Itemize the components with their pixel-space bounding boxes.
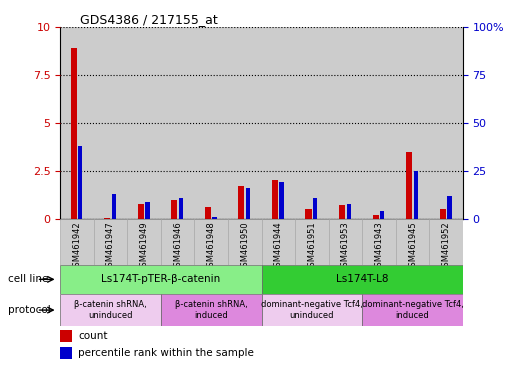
Bar [347,204,351,219]
Bar [60,330,72,342]
Bar [71,48,76,219]
Bar [60,347,72,359]
Bar [279,182,284,219]
Bar [328,219,362,265]
Text: count: count [78,331,108,341]
Text: GSM461947: GSM461947 [106,221,115,272]
Text: GSM461948: GSM461948 [207,221,215,272]
Bar [362,219,396,265]
Bar [339,205,345,219]
Bar [228,219,262,265]
Bar [429,219,463,265]
Bar [396,219,429,265]
Bar [440,209,446,219]
Bar [272,180,278,219]
Bar [295,219,328,265]
Bar [205,207,211,219]
Bar [145,202,150,219]
Text: GSM461944: GSM461944 [274,221,283,272]
Bar [414,171,418,219]
Bar [228,27,262,219]
Text: GSM461943: GSM461943 [374,221,383,272]
Bar [212,217,217,219]
Bar [94,27,127,219]
Text: Ls174T-pTER-β-catenin: Ls174T-pTER-β-catenin [101,274,221,285]
Text: percentile rank within the sample: percentile rank within the sample [78,348,254,358]
Bar [161,219,195,265]
Bar [262,265,463,294]
Text: cell line: cell line [8,274,48,285]
Text: GSM461951: GSM461951 [308,221,316,272]
Bar [238,186,244,219]
Bar [262,294,362,326]
Text: Ls174T-L8: Ls174T-L8 [336,274,389,285]
Bar [138,204,144,219]
Text: GSM461945: GSM461945 [408,221,417,272]
Bar [179,198,183,219]
Bar [161,27,195,219]
Bar [78,146,83,219]
Bar [60,27,94,219]
Bar [127,27,161,219]
Bar [161,294,262,326]
Bar [94,219,127,265]
Bar [328,27,362,219]
Text: β-catenin shRNA,
uninduced: β-catenin shRNA, uninduced [74,300,147,320]
Text: GDS4386 / 217155_at: GDS4386 / 217155_at [81,13,218,26]
Bar [104,218,110,219]
Bar [195,27,228,219]
Text: GSM461950: GSM461950 [240,221,249,272]
Bar [429,27,463,219]
Bar [171,200,177,219]
Bar [380,211,384,219]
Bar [127,219,161,265]
Bar [262,27,295,219]
Bar [111,194,116,219]
Text: dominant-negative Tcf4,
uninduced: dominant-negative Tcf4, uninduced [261,300,363,320]
Text: GSM461946: GSM461946 [173,221,182,272]
Bar [372,215,379,219]
Bar [305,209,312,219]
Bar [195,219,228,265]
Bar [362,294,463,326]
Text: protocol: protocol [8,305,51,315]
Bar [447,196,452,219]
Text: GSM461949: GSM461949 [140,221,149,272]
Bar [60,265,262,294]
Bar [406,152,412,219]
Bar [262,219,295,265]
Text: GSM461952: GSM461952 [441,221,451,272]
Text: dominant-negative Tcf4,
induced: dominant-negative Tcf4, induced [361,300,463,320]
Bar [313,198,317,219]
Text: β-catenin shRNA,
induced: β-catenin shRNA, induced [175,300,247,320]
Text: GSM461942: GSM461942 [72,221,82,272]
Bar [295,27,328,219]
Bar [362,27,396,219]
Bar [60,219,94,265]
Bar [246,188,251,219]
Bar [60,294,161,326]
Bar [396,27,429,219]
Text: GSM461953: GSM461953 [341,221,350,272]
